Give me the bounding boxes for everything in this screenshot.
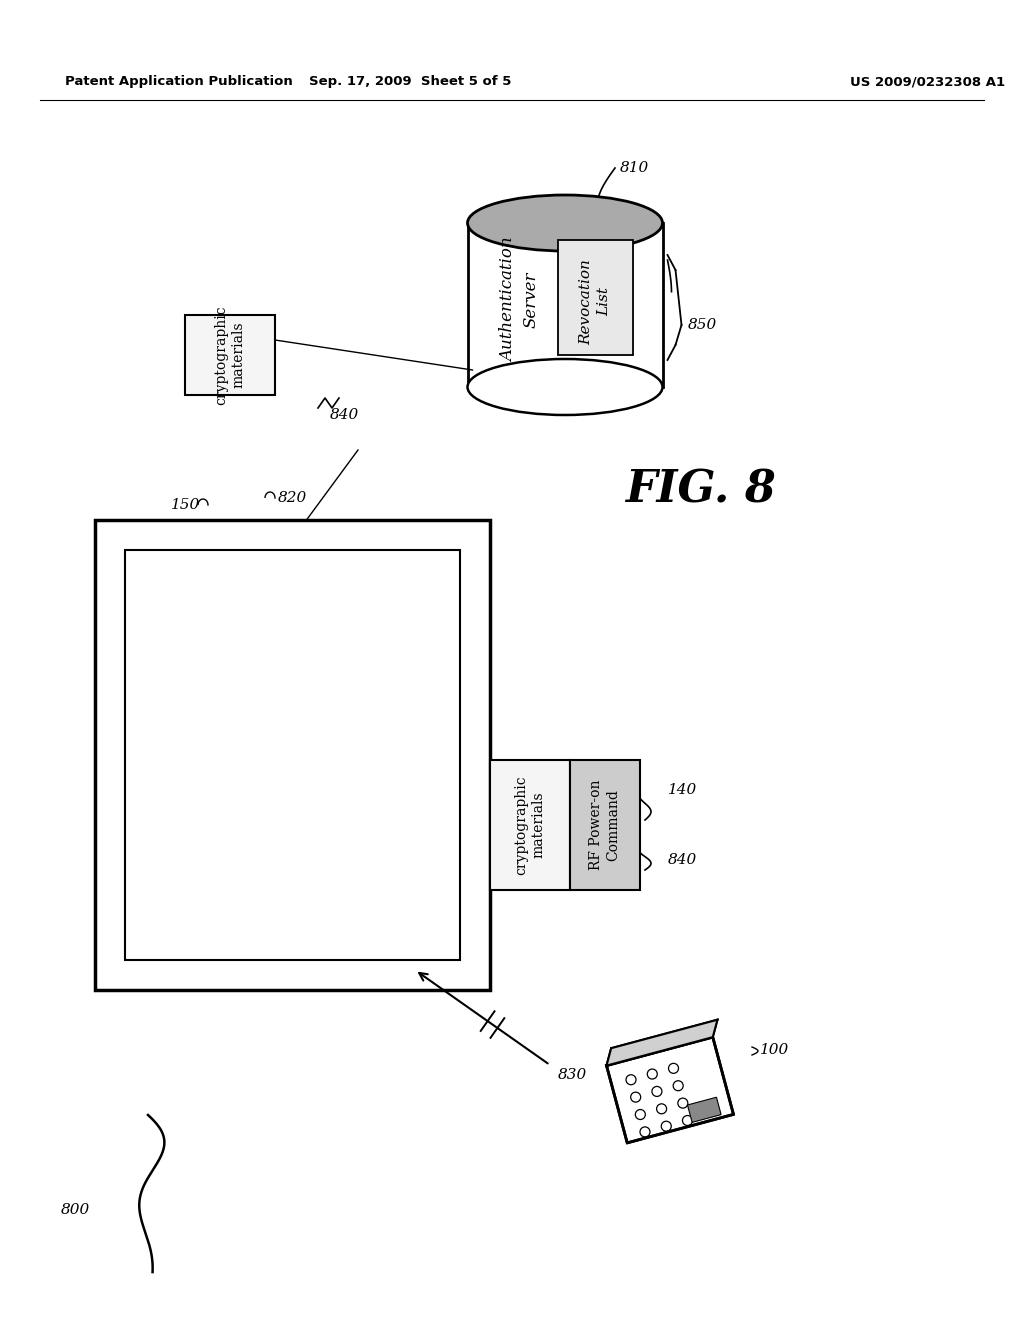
Text: cryptographic
materials: cryptographic materials: [214, 305, 246, 405]
Bar: [95, 520, 490, 990]
Ellipse shape: [468, 359, 663, 414]
Polygon shape: [606, 1038, 733, 1143]
Text: Patent Application Publication: Patent Application Publication: [65, 75, 293, 88]
Text: 840: 840: [330, 408, 359, 422]
Text: 820: 820: [278, 491, 307, 506]
Text: Revocation
List: Revocation List: [579, 259, 611, 345]
Text: 840: 840: [668, 853, 697, 867]
Bar: [185, 315, 275, 395]
Text: 140: 140: [668, 783, 697, 797]
Text: FIG. 8: FIG. 8: [625, 469, 775, 511]
Text: 150: 150: [171, 498, 200, 512]
Text: RF Power-on
Command: RF Power-on Command: [590, 780, 621, 870]
Bar: [125, 550, 460, 960]
Text: Authentication
Server: Authentication Server: [501, 238, 540, 362]
Text: US 2009/0232308 A1: US 2009/0232308 A1: [850, 75, 1006, 88]
Text: Sep. 17, 2009  Sheet 5 of 5: Sep. 17, 2009 Sheet 5 of 5: [309, 75, 511, 88]
Text: cryptographic
materials: cryptographic materials: [514, 775, 546, 875]
Text: 100: 100: [760, 1043, 790, 1057]
Ellipse shape: [468, 195, 663, 251]
Text: 810: 810: [620, 161, 649, 176]
Text: 850: 850: [687, 318, 717, 333]
Bar: [557, 240, 633, 355]
Polygon shape: [606, 1020, 718, 1065]
Text: 800: 800: [60, 1203, 90, 1217]
Bar: [490, 760, 570, 890]
Bar: [468, 223, 663, 387]
Bar: [570, 760, 640, 890]
Text: 830: 830: [558, 1068, 587, 1082]
Polygon shape: [687, 1097, 721, 1122]
